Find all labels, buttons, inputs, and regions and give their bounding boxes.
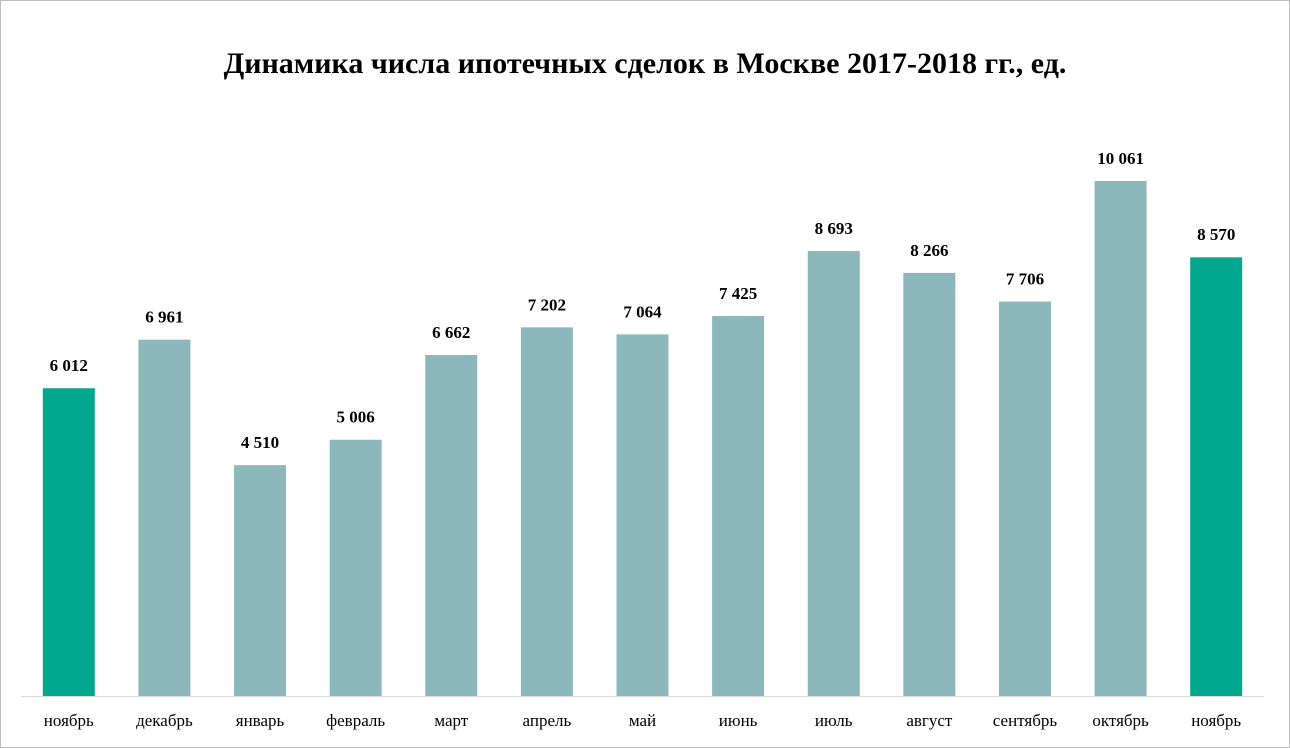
x-tick-label: июль bbox=[815, 711, 853, 730]
value-label: 7 202 bbox=[528, 295, 566, 314]
value-label: 6 012 bbox=[50, 356, 88, 375]
bar bbox=[616, 334, 669, 696]
bar bbox=[234, 465, 287, 696]
value-label: 8 266 bbox=[910, 241, 948, 260]
bar bbox=[425, 354, 478, 696]
bar bbox=[1094, 181, 1147, 696]
bar bbox=[903, 272, 956, 696]
value-label: 7 706 bbox=[1006, 269, 1044, 288]
value-label: 8 693 bbox=[815, 219, 853, 238]
x-tick-label: октябрь bbox=[1092, 711, 1149, 730]
x-tick-label: декабрь bbox=[136, 711, 193, 730]
x-tick-label: ноябрь bbox=[1191, 711, 1241, 730]
x-tick-label: июнь bbox=[719, 711, 758, 730]
bar bbox=[807, 251, 860, 696]
bar bbox=[712, 315, 765, 696]
bar bbox=[998, 301, 1051, 696]
x-tick-label: ноябрь bbox=[44, 711, 94, 730]
value-label: 7 064 bbox=[623, 302, 662, 321]
value-label: 4 510 bbox=[241, 433, 279, 452]
x-tick-label: февраль bbox=[326, 711, 385, 730]
x-tick-label: март bbox=[434, 711, 468, 730]
value-label: 8 570 bbox=[1197, 225, 1235, 244]
bar bbox=[138, 339, 191, 696]
x-tick-label: январь bbox=[236, 711, 285, 730]
chart-title: Динамика числа ипотечных сделок в Москве… bbox=[224, 47, 1067, 80]
value-label: 7 425 bbox=[719, 284, 757, 303]
x-tick-label: апрель bbox=[523, 711, 572, 730]
bar bbox=[520, 327, 573, 696]
bar bbox=[1190, 257, 1243, 696]
x-tick-label: сентябрь bbox=[993, 711, 1058, 730]
x-tick-label: май bbox=[629, 711, 656, 730]
bar bbox=[329, 439, 382, 696]
value-label: 5 006 bbox=[337, 408, 375, 427]
value-label: 10 061 bbox=[1097, 149, 1144, 168]
value-label: 6 662 bbox=[432, 323, 470, 342]
value-label: 6 961 bbox=[145, 308, 183, 327]
x-tick-label: август bbox=[906, 711, 953, 730]
bar bbox=[42, 388, 95, 696]
